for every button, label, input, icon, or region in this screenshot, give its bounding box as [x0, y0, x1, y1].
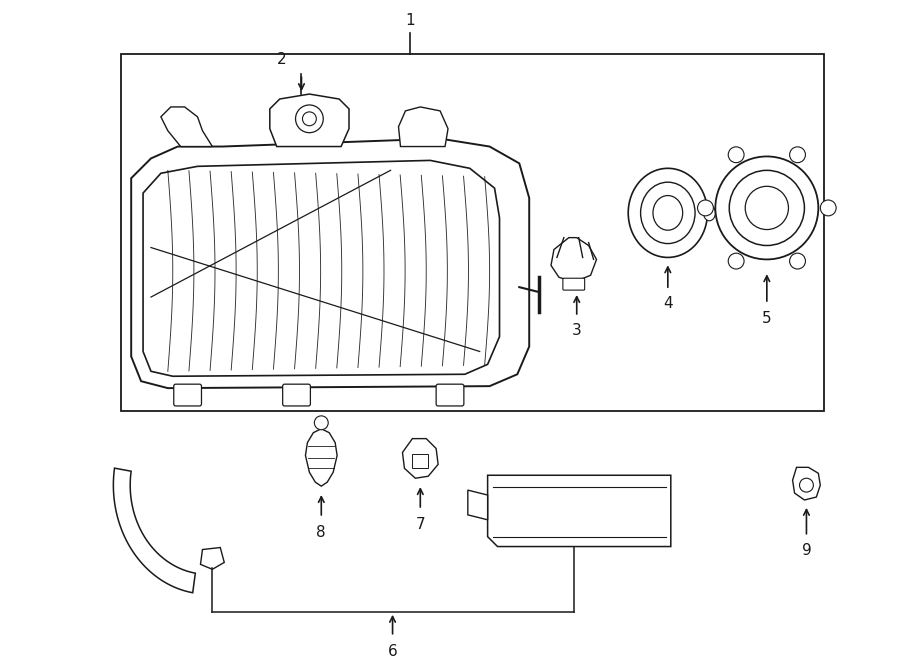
Circle shape: [799, 478, 814, 492]
Ellipse shape: [704, 205, 716, 221]
Circle shape: [314, 416, 328, 430]
Polygon shape: [551, 237, 597, 282]
Text: 3: 3: [572, 323, 581, 338]
Ellipse shape: [641, 182, 695, 243]
FancyBboxPatch shape: [436, 384, 464, 406]
Polygon shape: [488, 475, 670, 547]
FancyBboxPatch shape: [174, 384, 202, 406]
Text: 5: 5: [762, 311, 771, 326]
Circle shape: [728, 253, 744, 269]
Polygon shape: [143, 161, 500, 376]
Text: 9: 9: [802, 543, 811, 558]
Bar: [122, 54, 824, 411]
Polygon shape: [468, 490, 488, 520]
Polygon shape: [793, 467, 820, 500]
Circle shape: [295, 105, 323, 133]
Circle shape: [729, 171, 805, 245]
Text: 1: 1: [406, 13, 415, 28]
Ellipse shape: [653, 196, 683, 230]
Ellipse shape: [628, 169, 707, 257]
Text: 7: 7: [416, 517, 425, 532]
Text: 8: 8: [317, 525, 326, 540]
Polygon shape: [402, 439, 438, 478]
Text: 4: 4: [663, 296, 672, 311]
Polygon shape: [305, 429, 338, 486]
Circle shape: [728, 147, 744, 163]
Circle shape: [302, 112, 316, 126]
Text: 2: 2: [277, 52, 286, 67]
FancyBboxPatch shape: [283, 384, 310, 406]
Circle shape: [789, 253, 806, 269]
Circle shape: [789, 147, 806, 163]
Circle shape: [820, 200, 836, 216]
Polygon shape: [399, 107, 448, 147]
Circle shape: [745, 186, 788, 229]
Polygon shape: [161, 107, 212, 147]
Circle shape: [716, 157, 818, 259]
Text: 6: 6: [388, 644, 398, 658]
Circle shape: [698, 200, 714, 216]
Polygon shape: [131, 139, 529, 388]
Polygon shape: [113, 468, 195, 593]
FancyBboxPatch shape: [412, 455, 428, 469]
Polygon shape: [270, 94, 349, 147]
FancyBboxPatch shape: [562, 278, 585, 290]
Polygon shape: [201, 547, 224, 569]
